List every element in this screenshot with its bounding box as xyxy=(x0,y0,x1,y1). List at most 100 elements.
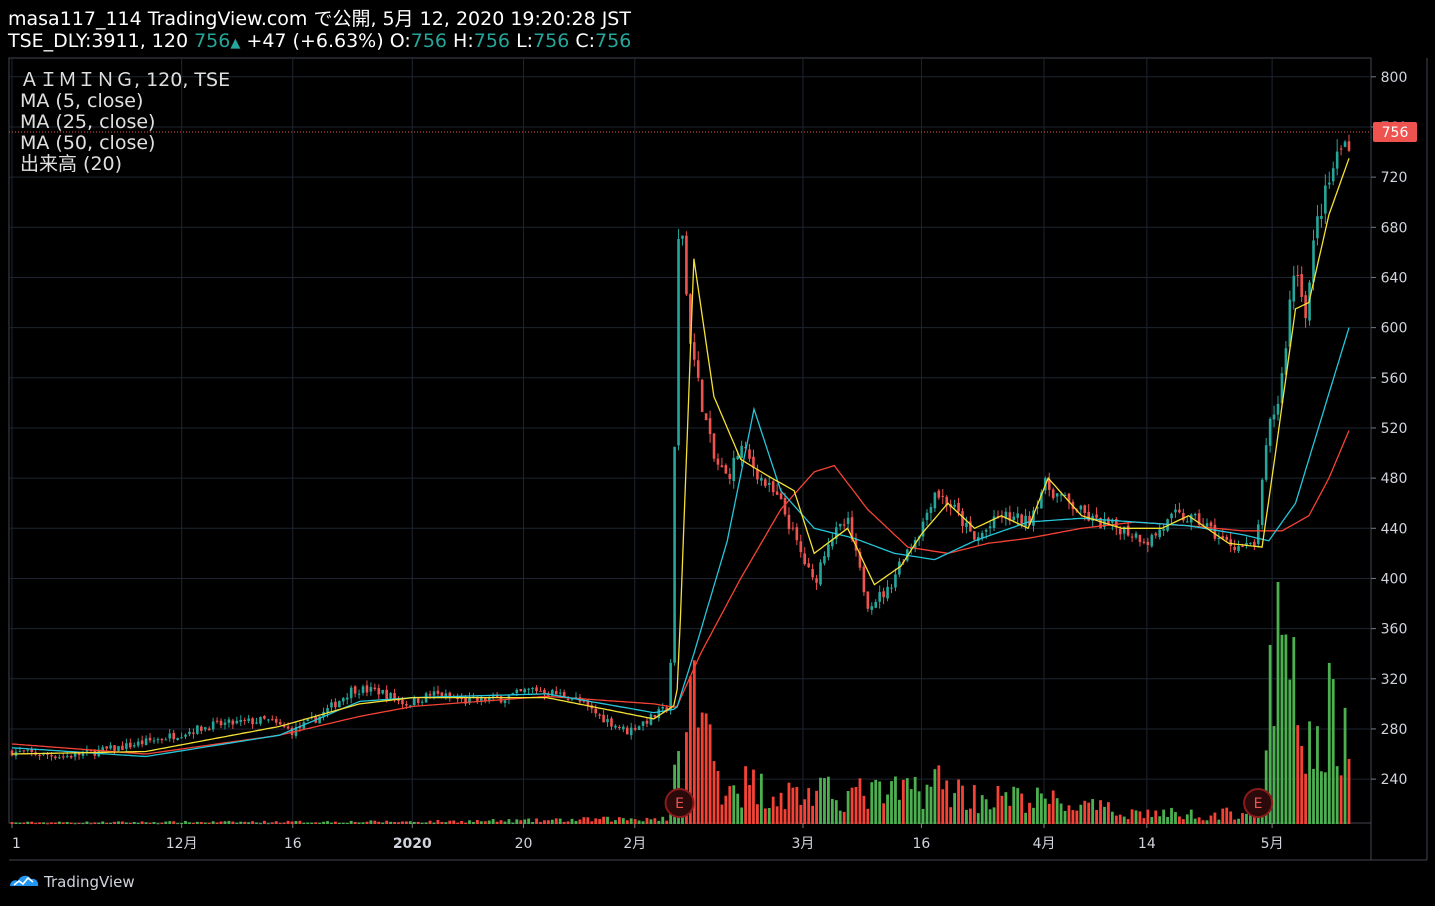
candle-body xyxy=(361,686,365,693)
candle-body xyxy=(113,745,116,751)
candle-body xyxy=(278,722,282,725)
candle-body xyxy=(393,692,396,700)
candle-body xyxy=(420,701,424,703)
open-value: 756 xyxy=(410,30,447,52)
candle-body xyxy=(1249,542,1252,544)
volume-bar xyxy=(89,823,93,825)
candle-body xyxy=(1217,537,1221,539)
y-tick-label: 360 xyxy=(1381,622,1408,638)
y-tick-label: 680 xyxy=(1381,220,1408,236)
legend-ma5[interactable]: MA (5, close) xyxy=(20,90,144,112)
candle-body xyxy=(1170,513,1173,519)
volume-bar xyxy=(657,820,661,824)
volume-bar xyxy=(464,822,467,824)
candle-body xyxy=(1083,505,1087,514)
x-tick-label: 16 xyxy=(913,836,931,852)
volume-bar xyxy=(1166,816,1169,824)
volume-bar xyxy=(716,770,720,824)
volume-bar xyxy=(882,803,886,824)
candle-body xyxy=(878,592,881,602)
ma5-line xyxy=(12,158,1350,755)
candle-body xyxy=(594,708,598,714)
volume-bar xyxy=(10,822,14,824)
volume-bar xyxy=(1103,806,1106,824)
legend-volume[interactable]: 出来高 (20) xyxy=(20,153,123,175)
volume-bar xyxy=(1158,816,1162,824)
candle-body xyxy=(661,707,665,709)
volume-bar xyxy=(1193,818,1197,824)
candle-body xyxy=(26,749,30,751)
volume-bar xyxy=(842,811,846,824)
candle-body xyxy=(1087,511,1090,521)
volume-bar xyxy=(472,822,475,824)
candle-body xyxy=(117,746,120,751)
candle-body xyxy=(1193,513,1197,516)
candle-body xyxy=(1197,513,1201,525)
volume-bar xyxy=(917,791,921,824)
volume-bar xyxy=(1138,811,1142,824)
legend-main-series[interactable]: ＡＩＭＩＮＧ, 120, TSE xyxy=(20,69,231,91)
volume-bar xyxy=(909,789,913,824)
candle-body xyxy=(101,747,105,751)
symbol-quote: TSE_DLY:3911, 120 756▲ +47 (+6.63%) O:75… xyxy=(8,30,631,55)
volume-bar xyxy=(823,778,826,824)
volume-bar xyxy=(562,821,566,824)
candle-body xyxy=(196,725,199,734)
volume-bar xyxy=(1304,773,1308,824)
volume-bar xyxy=(278,823,282,825)
candle-body xyxy=(1253,541,1256,546)
volume-bar xyxy=(251,821,254,824)
volume-bar xyxy=(322,821,325,824)
volume-bar xyxy=(50,822,53,824)
volume-bar xyxy=(937,765,941,824)
y-tick-label: 400 xyxy=(1381,571,1408,587)
volume-bar xyxy=(570,818,574,824)
earnings-marker-label: E xyxy=(675,796,684,812)
candle-body xyxy=(1130,536,1134,538)
volume-bar xyxy=(1221,808,1225,824)
candle-body xyxy=(858,551,862,568)
volume-bar xyxy=(1114,815,1118,824)
candle-body xyxy=(756,469,759,480)
legend-ma50[interactable]: MA (50, close) xyxy=(20,132,156,154)
candle-body xyxy=(748,449,751,459)
volume-bar xyxy=(369,820,373,824)
legend-ma25[interactable]: MA (25, close) xyxy=(20,111,156,133)
volume-bar xyxy=(456,822,460,824)
tradingview-logo-icon xyxy=(10,875,39,886)
candle-body xyxy=(625,727,629,735)
candle-body xyxy=(724,465,728,474)
volume-bar xyxy=(1067,805,1071,824)
volume-bar xyxy=(1288,679,1292,824)
volume-bar xyxy=(270,822,274,824)
volume-bar xyxy=(203,822,207,824)
volume-bar xyxy=(590,821,594,824)
candle-body xyxy=(618,726,621,729)
tradingview-brand[interactable]: TradingView xyxy=(8,872,135,892)
candle-body xyxy=(874,601,878,608)
last-price: 756 xyxy=(194,30,231,52)
candle-body xyxy=(614,725,617,728)
candle-body xyxy=(1158,529,1161,538)
volume-bar xyxy=(1130,809,1134,824)
volume-bar xyxy=(113,821,116,824)
volume-bar xyxy=(795,786,799,824)
volume-bar xyxy=(1276,581,1280,824)
volume-bar xyxy=(164,821,168,824)
volume-bar xyxy=(302,822,306,824)
candle-body xyxy=(598,714,601,716)
candle-body xyxy=(192,732,195,734)
volume-bar xyxy=(554,818,558,824)
x-tick-label: 2月 xyxy=(623,836,646,852)
candle-body xyxy=(1324,185,1327,214)
volume-bar xyxy=(1162,809,1166,824)
volume-bar xyxy=(22,822,26,824)
volume-bar xyxy=(444,822,448,824)
volume-bar xyxy=(412,821,416,824)
volume-bar xyxy=(1308,721,1311,824)
volume-bar xyxy=(1249,808,1252,824)
volume-bar xyxy=(274,821,278,824)
candle-body xyxy=(1292,275,1296,302)
candle-body xyxy=(456,697,459,700)
